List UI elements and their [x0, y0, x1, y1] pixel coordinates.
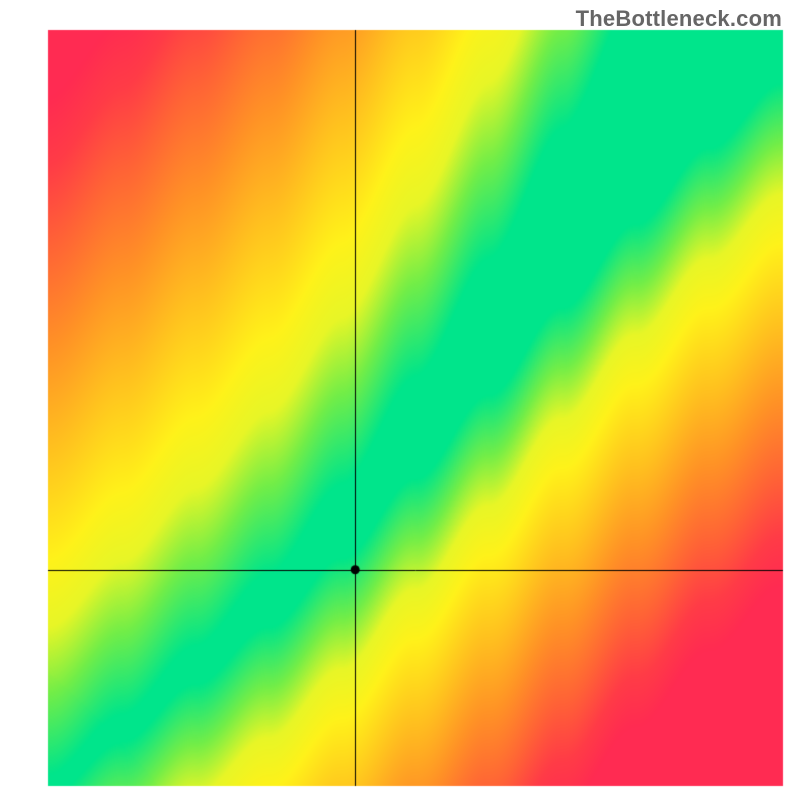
- watermark-text: TheBottleneck.com: [576, 6, 782, 32]
- bottleneck-heatmap: [0, 0, 800, 800]
